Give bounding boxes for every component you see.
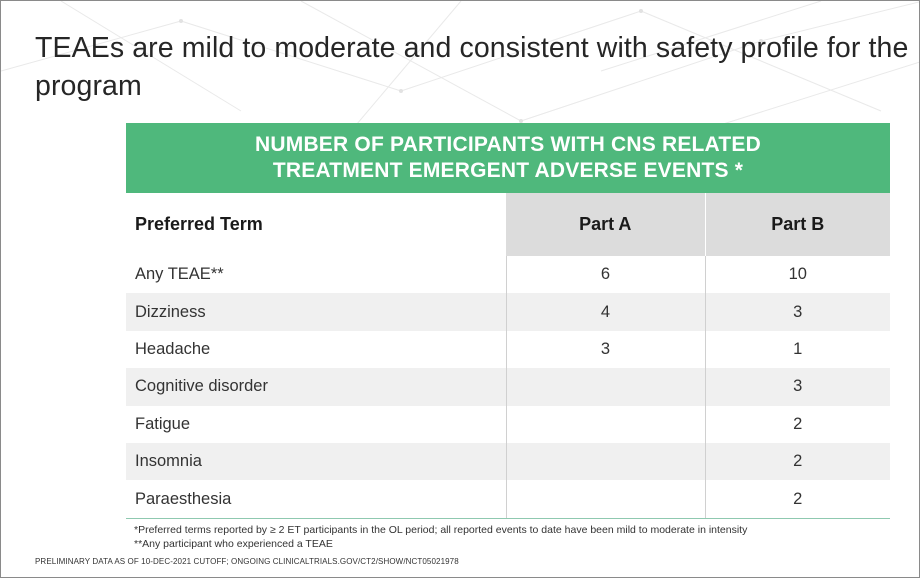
cell-part-a: 4	[505, 293, 706, 331]
cell-term: Fatigue	[135, 414, 191, 433]
table-row: Fatigue 2	[126, 405, 890, 443]
cell-term: Headache	[135, 339, 211, 358]
table-row: Dizziness 4 3	[126, 293, 890, 331]
cell-term: Cognitive disorder	[126, 368, 506, 406]
cell-part-b: 3	[705, 293, 890, 331]
decorative-network-lines	[1, 1, 919, 132]
table-heading-line-1: NUMBER OF PARTICIPANTS WITH CNS RELATED	[255, 133, 761, 156]
table-heading-line-2: TREATMENT EMERGENT ADVERSE EVENTS *	[272, 159, 744, 182]
cell-term: Dizziness	[126, 293, 506, 331]
table-row: Headache 3 1	[126, 330, 890, 369]
cell-part-a	[505, 442, 706, 481]
column-header-row: Preferred Term Part A Part B	[126, 193, 890, 256]
cell-part-b: 2	[793, 414, 803, 433]
table-row: Paraesthesia 2	[126, 480, 890, 519]
source-note: PRELIMINARY DATA AS OF 10-DEC-2021 CUTOF…	[35, 557, 459, 566]
data-table: Preferred Term Part A Part B Any TEAE** …	[126, 193, 890, 519]
column-header-part-a: Part A	[506, 193, 706, 256]
cell-term: Paraesthesia	[126, 480, 506, 519]
footnote-2: **Any participant who experienced a TEAE	[134, 538, 333, 550]
column-header-part-b: Part B	[705, 193, 890, 256]
table-heading: NUMBER OF PARTICIPANTS WITH CNS RELATED …	[126, 123, 890, 193]
cell-part-b: 2	[705, 480, 890, 519]
cell-part-a: 3	[505, 330, 706, 369]
column-header-preferred-term: Preferred Term	[126, 193, 506, 256]
cell-part-a	[505, 480, 706, 519]
adverse-events-table: NUMBER OF PARTICIPANTS WITH CNS RELATED …	[126, 123, 890, 519]
cell-part-b: 10	[788, 265, 807, 284]
cell-part-b: 1	[793, 339, 803, 358]
cell-part-a: 6	[505, 256, 706, 294]
footnote-1: *Preferred terms reported by ≥ 2 ET part…	[134, 524, 748, 536]
table-row: Insomnia 2	[126, 442, 890, 481]
cell-part-a	[505, 368, 706, 406]
table-row: Cognitive disorder 3	[126, 368, 890, 406]
cell-part-a	[505, 405, 706, 443]
cell-part-b: 2	[705, 442, 890, 481]
cell-term: Any TEAE**	[135, 265, 224, 284]
slide-title: TEAEs are mild to moderate and consisten…	[35, 32, 909, 102]
cell-part-b: 3	[705, 368, 890, 406]
footnotes: *Preferred terms reported by ≥ 2 ET part…	[134, 523, 747, 551]
cell-term: Insomnia	[126, 442, 506, 481]
table-row: Any TEAE** 6 10	[126, 256, 890, 294]
